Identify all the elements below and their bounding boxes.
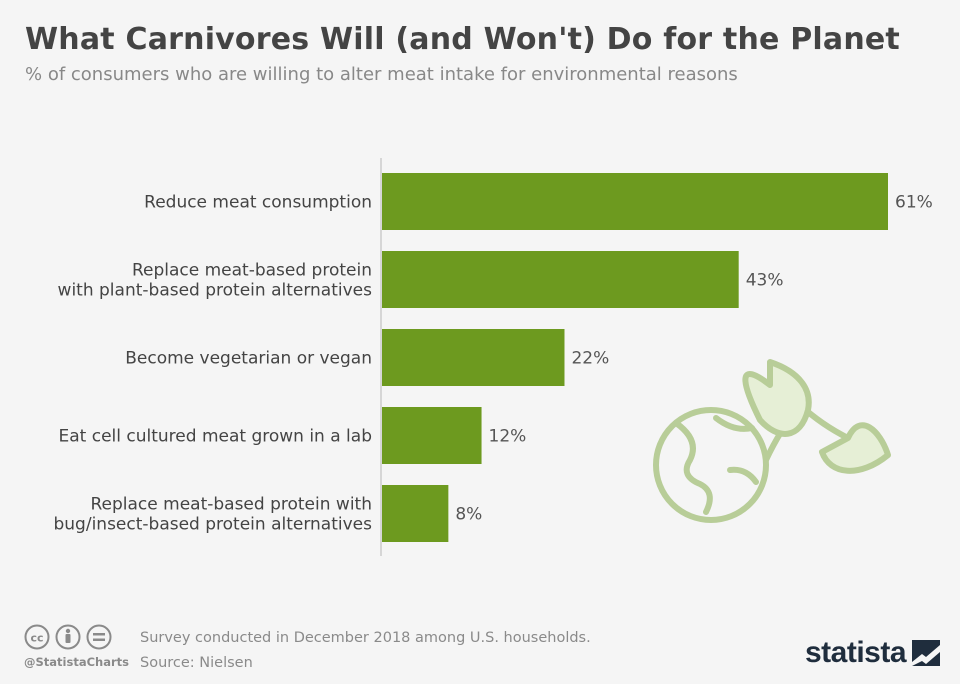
bar-3 bbox=[382, 407, 482, 464]
bar-2 bbox=[382, 329, 565, 386]
survey-note: Survey conducted in December 2018 among … bbox=[140, 630, 591, 646]
chart-subtitle: % of consumers who are willing to alter … bbox=[25, 64, 738, 85]
value-label-4: 8% bbox=[455, 505, 482, 525]
bar-4 bbox=[382, 485, 449, 542]
category-label-2: Become vegetarian or vegan bbox=[125, 349, 372, 369]
category-label-3: Eat cell cultured meat grown in a lab bbox=[59, 427, 373, 447]
bar-chart: 61% Reduce meat consumption 43% Replace mea… bbox=[53, 158, 933, 556]
person-icon bbox=[55, 624, 81, 650]
value-label-0: 61% bbox=[895, 193, 933, 213]
value-label-3: 12% bbox=[489, 427, 527, 447]
value-label-2: 22% bbox=[571, 349, 609, 369]
chart-title: What Carnivores Will (and Won't) Do for … bbox=[25, 22, 900, 57]
twitter-handle: @StatistaCharts bbox=[24, 655, 129, 669]
value-label-1: 43% bbox=[746, 271, 784, 291]
category-label-0: Reduce meat consumption bbox=[144, 193, 372, 213]
category-label-1: Replace meat-based protein with plant-bas… bbox=[58, 261, 373, 301]
statista-logo: statista bbox=[805, 636, 941, 669]
cc-icon: cc bbox=[24, 624, 50, 650]
brand-wordmark: statista bbox=[805, 636, 907, 669]
equals-icon bbox=[86, 624, 112, 650]
earth-sprout-icon bbox=[653, 359, 891, 523]
svg-text:cc: cc bbox=[30, 632, 43, 645]
bar-0 bbox=[382, 173, 888, 230]
license-icons: cc bbox=[24, 624, 124, 656]
footer-notes: Survey conducted in December 2018 among … bbox=[140, 626, 591, 676]
category-label-4: Replace meat-based protein with bug/insec… bbox=[53, 495, 372, 535]
source-note: Source: Nielsen bbox=[140, 655, 253, 671]
bar-1 bbox=[382, 251, 739, 308]
statista-mark-icon bbox=[912, 640, 941, 666]
